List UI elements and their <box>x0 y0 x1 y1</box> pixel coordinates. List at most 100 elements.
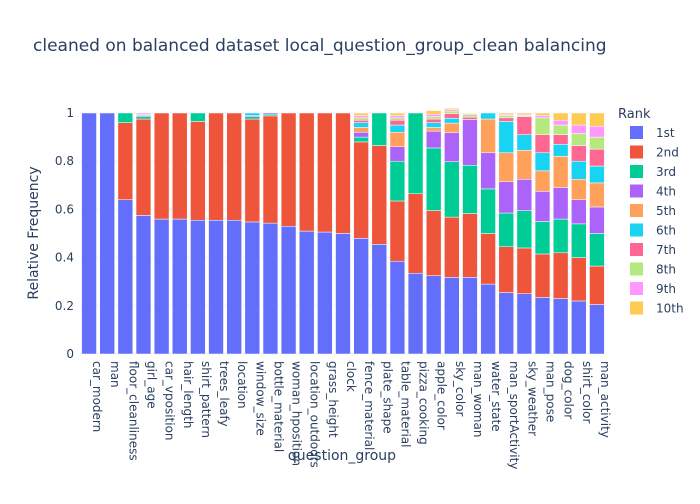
bar-segment <box>589 126 605 138</box>
x-tick-label: man_activity <box>598 361 612 438</box>
bar-segment <box>426 147 442 211</box>
bar-segment <box>389 260 406 355</box>
legend-swatch <box>630 301 643 315</box>
bar-segment <box>552 119 569 126</box>
bar-segment <box>589 182 605 208</box>
bar-segment <box>353 115 369 119</box>
bar-segment <box>444 107 460 110</box>
bar-segment <box>262 115 279 224</box>
bar-segment <box>462 119 478 166</box>
bars <box>81 107 605 355</box>
bar-segment <box>516 116 533 135</box>
legend-swatch <box>630 223 643 237</box>
x-tick-label: bottle_material <box>271 361 285 452</box>
bar-segment <box>571 133 587 146</box>
bar-segment <box>426 130 442 149</box>
bar-segment <box>353 119 369 123</box>
bar-segment <box>552 134 569 145</box>
bar-segment <box>462 165 478 214</box>
bar-segment <box>117 199 134 355</box>
legend-swatch <box>630 165 643 178</box>
bar-segment <box>480 112 496 120</box>
bar-segment <box>516 210 533 249</box>
bar-segment <box>516 247 533 295</box>
bar-segment <box>498 117 514 122</box>
bar-segment <box>498 152 514 182</box>
bar-segment <box>571 179 587 201</box>
x-axis: car_modern man floor_cleanliness girl_age ca… <box>90 361 612 469</box>
bar-segment <box>534 117 551 135</box>
bar-segment <box>552 156 569 188</box>
bar-segment <box>353 127 369 133</box>
bar-segment <box>444 122 460 134</box>
bar-segment <box>552 218 569 254</box>
bar-segment <box>81 112 97 355</box>
bar-segment <box>226 112 242 221</box>
bar-segment <box>552 144 569 157</box>
bar-segment <box>426 110 442 115</box>
bar-segment <box>480 233 496 285</box>
bar-segment <box>353 117 369 121</box>
bar-segment <box>552 298 569 355</box>
legend-swatch <box>630 282 643 295</box>
bar-segment <box>280 112 297 227</box>
y-axis-title: Relative Frequency <box>26 166 42 299</box>
bar-segment <box>317 231 333 355</box>
x-tick-label: water_state <box>489 361 503 432</box>
bar-segment <box>335 112 351 234</box>
chart-title: cleaned on balanced dataset local_questi… <box>33 36 607 56</box>
x-tick-label: clock <box>344 361 358 392</box>
x-tick-label: man_sportActivity <box>507 361 521 469</box>
bar-segment <box>407 273 424 355</box>
bar-segment <box>244 221 260 355</box>
bar-segment <box>226 219 242 355</box>
bar-segment <box>589 206 605 234</box>
bar-segment <box>534 112 551 116</box>
x-tick-label: car_vposition <box>163 361 177 441</box>
bar-segment <box>371 244 387 355</box>
bar-segment <box>389 200 406 262</box>
legend-swatch <box>630 184 643 198</box>
bar-segment <box>371 145 387 245</box>
y-tick-label: 0 <box>66 347 74 361</box>
legend-label: 9th <box>656 282 676 296</box>
bar-segment <box>534 152 551 172</box>
bar-segment <box>389 132 406 147</box>
bar-segment <box>571 112 587 126</box>
bar-segment <box>172 112 188 220</box>
bar-segment <box>571 300 587 355</box>
legend-label: 7th <box>656 243 676 257</box>
bar-segment <box>498 121 514 154</box>
bar-segment <box>498 115 514 119</box>
bar-segment <box>534 297 551 355</box>
x-tick-label: shirt_pattern <box>199 361 213 438</box>
bar-segment <box>371 112 387 146</box>
bar-segment <box>353 238 369 355</box>
bar-segment <box>516 150 533 180</box>
bar-segment <box>426 116 442 120</box>
bar-segment <box>516 134 533 151</box>
legend-swatch <box>630 126 643 139</box>
legend-swatch <box>630 145 643 159</box>
bar-segment <box>353 136 369 143</box>
bar-segment <box>589 304 605 355</box>
x-tick-label: table_material <box>398 361 412 447</box>
x-tick-label: dog_color <box>562 361 576 419</box>
bar-segment <box>426 127 442 132</box>
bar-segment <box>172 218 188 355</box>
bar-segment <box>498 181 514 214</box>
bar-segment <box>353 112 369 116</box>
bar-segment <box>444 161 460 218</box>
y-tick-label: 0.8 <box>55 154 74 168</box>
bar-segment <box>534 221 551 255</box>
bar-segment <box>353 132 369 138</box>
bar-segment <box>589 112 605 127</box>
x-tick-label: location <box>235 361 249 409</box>
x-tick-label: trees_leafy <box>217 361 231 427</box>
bar-segment <box>208 112 224 221</box>
bar-segment <box>552 187 569 220</box>
legend-label: 2nd <box>656 146 679 160</box>
bar-segment <box>516 293 533 355</box>
